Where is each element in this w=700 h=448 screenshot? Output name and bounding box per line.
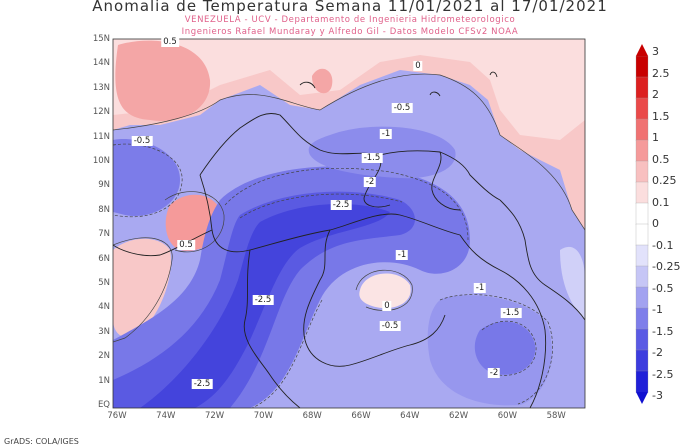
contour-label: -2.5	[252, 295, 274, 305]
lat-tick-label: 11N	[92, 131, 110, 142]
colorbar-segment	[635, 223, 649, 246]
colorbar-tick-label: -1	[652, 303, 663, 316]
lat-tick-label: 3N	[98, 326, 110, 337]
colorbar-tick-label: -3	[652, 389, 663, 402]
lat-tick-label: 7N	[98, 229, 110, 240]
lon-tick-label: 62W	[448, 411, 469, 421]
lon-tick-label: 76W	[107, 411, 127, 421]
map-frame	[112, 38, 586, 409]
colorbar-segment	[635, 349, 649, 372]
anomaly-field	[113, 39, 585, 408]
map-subtitle-authors: Ingenieros Rafael Mundaray y Alfredo Gil…	[181, 27, 519, 37]
contour-label: -2	[487, 368, 501, 378]
colorbar-tick-label: -2	[652, 346, 663, 359]
lat-tick-label: 5N	[98, 278, 110, 288]
contour-label: -0.5	[131, 136, 153, 146]
contour-label: 0.5	[177, 240, 195, 250]
contour-label: -1	[395, 250, 409, 260]
contour-label: -0.5	[379, 321, 401, 331]
lon-tick-label: 60W	[497, 411, 517, 421]
contour-label: 0.5	[161, 37, 179, 47]
colorbar-tick-label: 0	[652, 217, 659, 230]
colorbar-segment	[635, 160, 649, 183]
warm-anomaly-north	[113, 39, 585, 230]
colorbar-tick-label: 2	[652, 88, 659, 101]
contour-label: -1.5	[500, 308, 522, 318]
lat-tick-label: 10N	[92, 156, 110, 166]
lat-tick-label: 4N	[98, 302, 110, 313]
colorbar-tick-label: -0.25	[652, 260, 681, 273]
lat-tick-label: 9N	[98, 180, 110, 191]
lat-tick-label: 6N	[98, 253, 110, 264]
lon-tick-label: 64W	[400, 411, 420, 421]
colorbar-segment	[635, 139, 649, 162]
colorbar-max-arrow	[636, 44, 648, 56]
contour-label: 0	[413, 61, 423, 71]
colorbar-tick-label: -2.5	[652, 367, 674, 381]
colorbar-tick-label: 0.25	[652, 174, 677, 187]
colorbar-tick-label: 0.1	[652, 195, 670, 209]
colorbar	[635, 44, 649, 404]
colorbar-segment	[635, 265, 649, 288]
map-subtitle-institution: VENEZUELA - UCV - Departamento de Ingeni…	[184, 15, 516, 25]
colorbar-segment	[635, 328, 649, 351]
colorbar-tick-label: -1.5	[652, 324, 674, 338]
lon-tick-label: 68W	[302, 411, 322, 421]
contour-label: -2.5	[330, 200, 352, 210]
colorbar-segment	[635, 370, 649, 393]
lat-tick-label: 2N	[98, 351, 110, 362]
colorbar-tick-label: 0.5	[652, 152, 670, 166]
grads-credit: GrADS: COLA/IGES	[4, 437, 79, 446]
contour-label: -1.5	[361, 153, 383, 163]
contour-label: -2	[363, 177, 377, 187]
colorbar-segment	[635, 181, 649, 204]
colorbar-tick-label: 1	[652, 131, 659, 144]
lat-tick-label: 15N	[92, 34, 110, 44]
colorbar-tick-label: -0.1	[652, 238, 674, 252]
colorbar-segment	[635, 118, 649, 141]
colorbar-min-arrow	[636, 392, 648, 404]
colorbar-segment	[635, 202, 649, 225]
colorbar-tick-label: 2.5	[652, 66, 670, 80]
contour-label: -1	[473, 283, 487, 293]
lon-tick-label: 66W	[351, 411, 371, 421]
contour-label: -0.5	[391, 103, 413, 113]
contour-lines	[113, 73, 585, 408]
colorbar-tick-label: 1.5	[652, 109, 670, 123]
warm-anomaly-west	[113, 238, 171, 338]
contour-label: -1	[379, 129, 393, 139]
colorbar-tick-label: -0.5	[652, 281, 674, 295]
lat-tick-label: 8N	[98, 204, 110, 215]
contour-label: 0	[382, 301, 392, 311]
colorbar-segment	[635, 55, 649, 78]
lat-tick-label: EQ	[97, 400, 110, 410]
colorbar-segment	[635, 97, 649, 120]
lat-tick-label: 1N	[98, 375, 110, 386]
colorbar-segment	[635, 76, 649, 99]
lon-tick-label: 74W	[156, 411, 176, 421]
colorbar-segment	[635, 244, 649, 267]
map-title: Anomalia de Temperatura Semana 11/01/202…	[92, 0, 608, 15]
lon-tick-label: 70W	[253, 411, 273, 421]
lat-tick-label: 12N	[92, 107, 110, 118]
contour-label: -2.5	[191, 379, 213, 389]
colorbar-segment	[635, 307, 649, 330]
lat-tick-label: 14N	[92, 58, 110, 69]
colorbar-segment	[635, 286, 649, 309]
colorbar-tick-label: 3	[652, 45, 659, 58]
lat-tick-label: 13N	[92, 82, 110, 93]
lon-tick-label: 58W	[546, 411, 566, 421]
country-borders	[113, 71, 585, 408]
lon-tick-label: 72W	[204, 411, 225, 421]
